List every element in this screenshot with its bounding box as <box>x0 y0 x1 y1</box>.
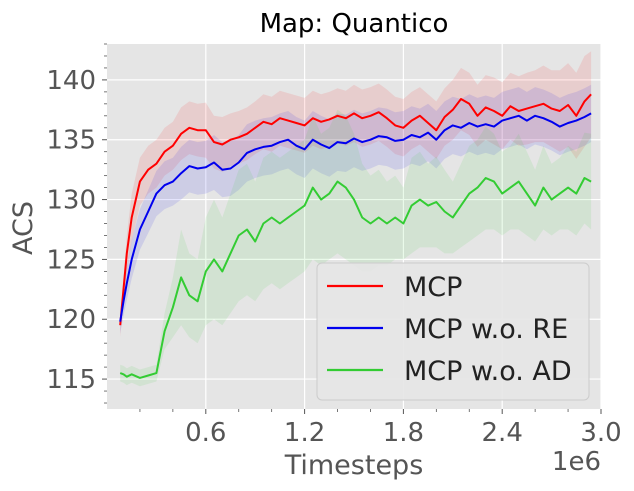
y-tick-labels: 115 120 125 130 135 140 <box>46 66 96 395</box>
y-tick-label: 120 <box>46 305 96 335</box>
line-series-0 <box>119 93 592 326</box>
minor-ticks <box>102 43 602 414</box>
y-tick-label: 135 <box>46 126 96 156</box>
x-axis-multiplier: 1e6 <box>552 447 601 477</box>
confidence-bands <box>120 51 592 387</box>
y-tick-label: 115 <box>46 365 96 395</box>
legend-label: MCP w.o. AD <box>404 356 572 387</box>
band-series-1 <box>120 84 592 334</box>
x-tick-label: 3.0 <box>580 418 621 448</box>
legend-label: MCP w.o. RE <box>404 314 568 345</box>
grid-lines <box>107 44 602 409</box>
y-tick-label: 125 <box>46 245 96 275</box>
legend: MCP MCP w.o. RE MCP w.o. AD <box>316 262 590 401</box>
x-tick-label: 2.4 <box>482 418 523 448</box>
legend-box <box>316 262 590 401</box>
x-tick-label: 1.2 <box>284 418 325 448</box>
line-series-1 <box>119 112 592 322</box>
x-tick-label: 0.6 <box>185 418 226 448</box>
x-tick-labels: 0.6 1.2 1.8 2.4 3.0 <box>185 418 622 448</box>
y-tick-label: 140 <box>46 66 96 96</box>
band-series-0 <box>120 51 592 338</box>
legend-label: MCP <box>404 272 462 303</box>
y-tick-label: 130 <box>46 186 96 216</box>
x-axis-label: Timesteps <box>284 450 424 481</box>
x-tick-label: 1.8 <box>383 418 424 448</box>
series-lines <box>119 93 592 379</box>
band-series-2 <box>120 109 592 387</box>
y-axis-label: ACS <box>8 201 39 255</box>
chart-title: Map: Quantico <box>260 9 449 39</box>
line-series-2 <box>119 177 592 379</box>
